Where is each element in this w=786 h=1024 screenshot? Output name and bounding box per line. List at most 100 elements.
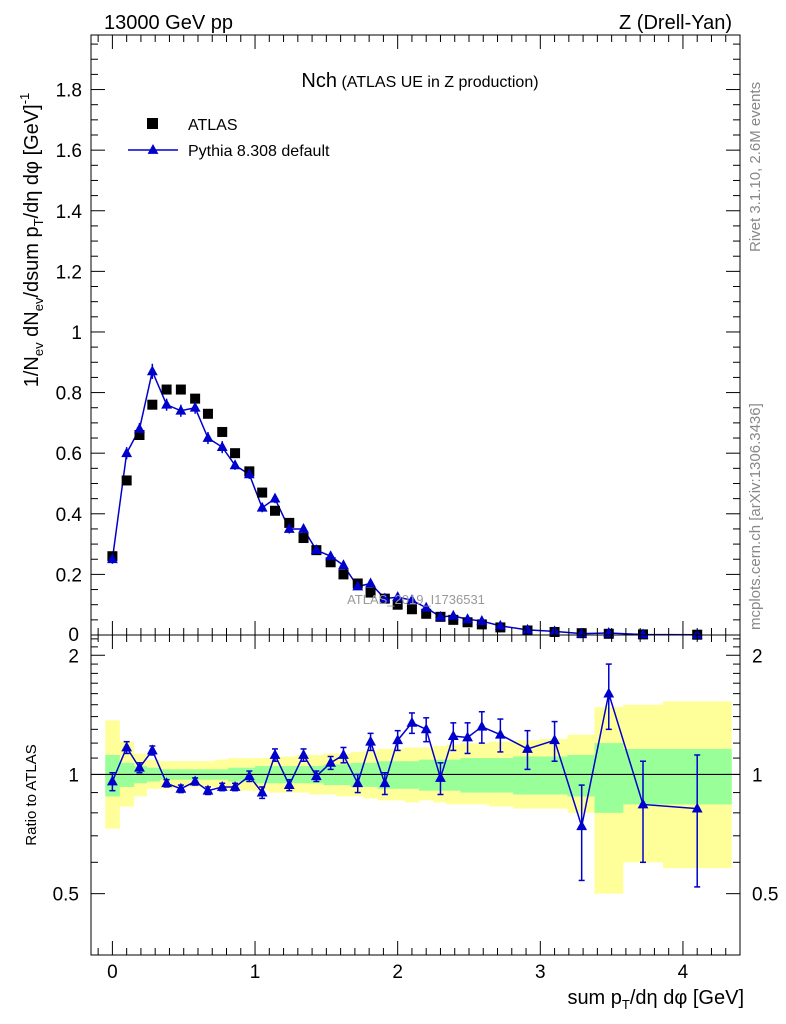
atlas-data-point — [421, 608, 432, 619]
ratio-y-tick-label-left: 2 — [68, 646, 79, 667]
atlas-data-point — [365, 587, 376, 598]
ratio-data-point — [435, 771, 446, 782]
header-energy-label: 13000 GeV pp — [104, 12, 233, 34]
ratio-data-point — [283, 779, 295, 789]
atlas-data-point — [284, 517, 295, 528]
ratio-data-point — [161, 777, 172, 788]
ratio-y-tick-label-right: 2 — [752, 646, 763, 667]
pythia-data-point — [325, 550, 337, 561]
atlas-data-point — [217, 426, 228, 437]
y-tick-label-zero: 0 — [68, 625, 79, 646]
pythia-data-point — [447, 609, 459, 620]
pythia-data-point — [522, 623, 533, 634]
y-tick-label: 0.2 — [56, 565, 82, 586]
ratio-data-point — [146, 744, 158, 755]
x-axis-label: sum pT/dη dφ [GeV] — [567, 987, 744, 1012]
legend-atlas-label: ATLAS — [188, 117, 238, 134]
atlas-data-point — [190, 393, 201, 404]
ratio-data-point — [476, 720, 488, 731]
atlas-data-point — [298, 533, 309, 544]
ratio-inner-band — [460, 758, 475, 793]
ratio-data-point — [189, 775, 201, 786]
x-tick-label: 0 — [107, 962, 118, 983]
ratio-data-point — [310, 770, 322, 781]
ratio-data-point — [243, 770, 255, 781]
legend-pythia-marker — [147, 144, 159, 154]
ratio-data-point — [420, 723, 432, 734]
ratio-inner-band — [474, 758, 490, 793]
y-tick-label: 0.4 — [56, 505, 83, 526]
atlas-data-point — [448, 614, 459, 625]
pythia-data-point — [379, 592, 391, 603]
ratio-data-point — [256, 786, 268, 797]
y-tick-label: 0.8 — [56, 384, 82, 405]
y-tick-label: 1.6 — [56, 141, 82, 162]
mcplots-source-label: mcplots.cern.ch [arXiv:1306.3436] — [747, 403, 764, 630]
ratio-data-point — [522, 742, 533, 753]
pythia-data-point — [352, 580, 364, 591]
atlas-data-point — [325, 557, 336, 568]
ratio-data-point — [269, 748, 281, 759]
ratio-data-point — [202, 784, 214, 795]
pythia-data-point — [435, 610, 446, 621]
ratio-data-point — [365, 735, 376, 746]
rivet-version-label: Rivet 3.1.10, 2.6M events — [747, 82, 764, 252]
ratio-data-point — [691, 802, 703, 813]
pythia-data-point — [283, 522, 295, 533]
ratio-data-point — [379, 777, 391, 788]
pythia-data-point — [392, 591, 404, 602]
ratio-data-point — [229, 780, 241, 791]
ratio-y-tick-label-right: 1 — [752, 765, 763, 786]
pythia-data-point — [134, 422, 145, 433]
legend-pythia-label: Pythia 8.308 default — [188, 143, 330, 160]
ratio-data-point — [338, 748, 349, 759]
ratio-data-point — [175, 782, 187, 793]
ratio-plot-panel: 0.5 0.5 1 1 2 2 0 1 2 3 4 Ratio to ATLAS sum pT/dη d… — [23, 634, 778, 1012]
atlas-data-point — [406, 604, 417, 615]
ratio-plot-frame — [90, 634, 741, 956]
ratio-y-tick-label-left: 1 — [68, 765, 79, 786]
y-tick-label: 1 — [71, 323, 82, 344]
pythia-data-point — [256, 501, 268, 512]
pythia-data-point — [310, 544, 322, 555]
atlas-data-point — [147, 399, 158, 410]
ratio-inner-band — [488, 758, 514, 793]
x-tick-label: 2 — [392, 962, 403, 983]
ratio-data-point — [216, 780, 228, 791]
atlas-data-point — [392, 599, 403, 610]
ratio-data-point — [576, 820, 588, 831]
ratio-data-point — [603, 687, 615, 698]
pythia-data-point — [338, 559, 349, 570]
ratio-data-point — [447, 730, 459, 740]
atlas-data-point — [175, 384, 186, 395]
pythia-data-point — [420, 601, 432, 612]
y-tick-label: 1.4 — [56, 202, 83, 223]
atlas-data-point — [230, 448, 241, 459]
y-tick-label: 1.8 — [56, 81, 82, 102]
ratio-inner-band — [540, 756, 568, 795]
ratio-data-point — [298, 748, 309, 759]
atlas-data-point — [134, 430, 145, 440]
atlas-data-point — [338, 569, 349, 580]
y-tick-label: 1.2 — [56, 262, 82, 283]
pythia-data-point — [462, 613, 473, 624]
ratio-data-point — [134, 761, 145, 772]
ratio-y-tick-label-left: 0.5 — [53, 885, 79, 906]
ratio-data-point — [325, 756, 337, 767]
pythia-data-point — [146, 365, 158, 376]
ratio-inner-band — [446, 759, 461, 791]
ratio-data-point — [121, 741, 133, 752]
ratio-data-point — [637, 798, 649, 809]
pythia-data-point — [175, 404, 187, 415]
main-y-axis-label: 1/Nev dNev/dsum pT/dη dφ [GeV]-1 — [17, 93, 46, 388]
atlas-data-point — [202, 408, 213, 419]
x-tick-label: 4 — [678, 962, 689, 983]
header-process-label: Z (Drell-Yan) — [619, 12, 732, 34]
ratio-data-point — [406, 716, 418, 727]
main-plot-panel: ATLAS_2019_I1736531 Nch (ATLAS UE in Z pr… — [17, 34, 741, 646]
ratio-data-point — [494, 728, 506, 739]
pythia-data-point — [476, 615, 488, 625]
pythia-data-point — [365, 577, 376, 588]
legend-atlas-marker — [147, 118, 158, 129]
